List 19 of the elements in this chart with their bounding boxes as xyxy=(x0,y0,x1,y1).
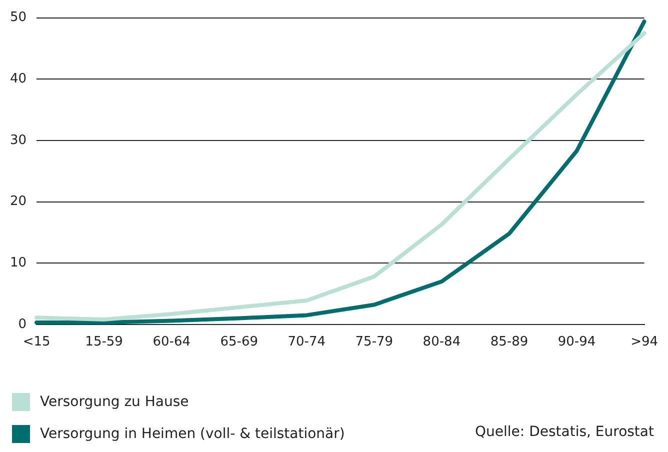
x-tick-label: <15 xyxy=(22,334,50,350)
x-tick-label: 80-84 xyxy=(422,334,461,350)
legend-label: Versorgung zu Hause xyxy=(40,394,189,410)
y-tick-label: 0 xyxy=(18,316,27,332)
x-tick-label: 60-64 xyxy=(152,334,190,350)
x-tick-label: 65-69 xyxy=(220,334,258,350)
x-tick-label: 90-94 xyxy=(558,334,596,350)
y-tick-label: 20 xyxy=(10,194,27,210)
y-tick-label: 30 xyxy=(10,132,27,148)
x-tick-label: 85-89 xyxy=(490,334,528,350)
y-tick-label: 40 xyxy=(10,71,27,86)
y-tick-label: 50 xyxy=(10,10,27,26)
x-tick-label: >94 xyxy=(630,334,658,350)
x-tick-label: 15-59 xyxy=(85,334,123,350)
legend-label: Versorgung in Heimen (voll- & teilstationär) xyxy=(40,426,345,442)
y-tick-label: 10 xyxy=(10,255,27,270)
x-tick-label: 70-74 xyxy=(288,334,326,350)
x-tick-label: 75-79 xyxy=(355,334,394,350)
source-note: Quelle: Destatis, Eurostat xyxy=(475,424,654,440)
